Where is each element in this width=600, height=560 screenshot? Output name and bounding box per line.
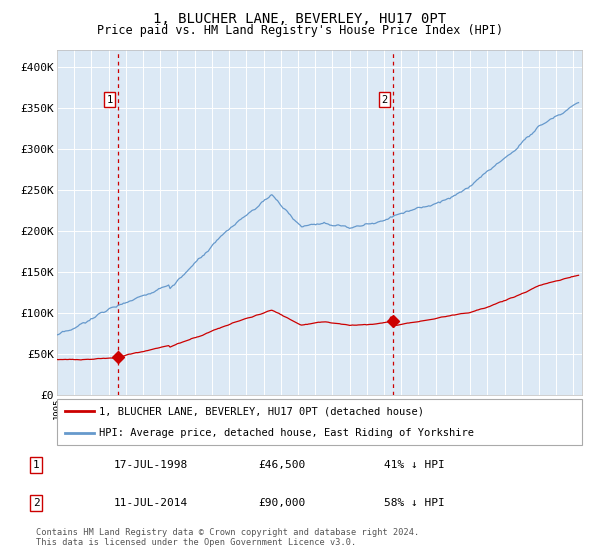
Text: £90,000: £90,000	[258, 498, 305, 508]
Text: 1: 1	[106, 95, 112, 105]
Text: Contains HM Land Registry data © Crown copyright and database right 2024.
This d: Contains HM Land Registry data © Crown c…	[36, 528, 419, 548]
Text: 2: 2	[382, 95, 388, 105]
Text: 17-JUL-1998: 17-JUL-1998	[114, 460, 188, 470]
Text: Price paid vs. HM Land Registry's House Price Index (HPI): Price paid vs. HM Land Registry's House …	[97, 24, 503, 37]
Text: 11-JUL-2014: 11-JUL-2014	[114, 498, 188, 508]
Text: 1, BLUCHER LANE, BEVERLEY, HU17 0PT: 1, BLUCHER LANE, BEVERLEY, HU17 0PT	[154, 12, 446, 26]
Text: 1, BLUCHER LANE, BEVERLEY, HU17 0PT (detached house): 1, BLUCHER LANE, BEVERLEY, HU17 0PT (det…	[99, 406, 424, 416]
Text: £46,500: £46,500	[258, 460, 305, 470]
Text: 2: 2	[32, 498, 40, 508]
Text: 58% ↓ HPI: 58% ↓ HPI	[384, 498, 445, 508]
Text: 41% ↓ HPI: 41% ↓ HPI	[384, 460, 445, 470]
Text: HPI: Average price, detached house, East Riding of Yorkshire: HPI: Average price, detached house, East…	[99, 428, 474, 438]
FancyBboxPatch shape	[57, 399, 582, 445]
Text: 1: 1	[32, 460, 40, 470]
